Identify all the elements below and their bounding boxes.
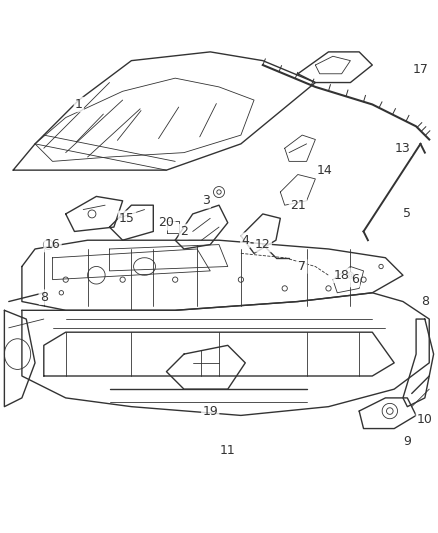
Text: 20: 20 (159, 216, 174, 229)
Text: 6: 6 (351, 273, 359, 286)
Text: 18: 18 (334, 269, 350, 282)
Text: 21: 21 (290, 199, 306, 212)
Text: 1: 1 (75, 98, 83, 111)
Text: 11: 11 (220, 444, 236, 457)
Text: 14: 14 (316, 164, 332, 176)
Text: 7: 7 (298, 260, 306, 273)
Text: 13: 13 (395, 142, 411, 155)
Text: 2: 2 (180, 225, 188, 238)
Text: 9: 9 (403, 435, 411, 448)
Text: 16: 16 (45, 238, 60, 251)
Text: 15: 15 (119, 212, 135, 225)
Text: 8: 8 (421, 295, 429, 308)
Text: 3: 3 (202, 195, 210, 207)
Text: 4: 4 (241, 233, 249, 247)
Text: 10: 10 (417, 413, 433, 426)
Text: 17: 17 (413, 63, 428, 76)
Text: 5: 5 (403, 207, 411, 221)
Text: 8: 8 (40, 290, 48, 304)
Text: 12: 12 (255, 238, 271, 251)
Text: 19: 19 (202, 405, 218, 417)
